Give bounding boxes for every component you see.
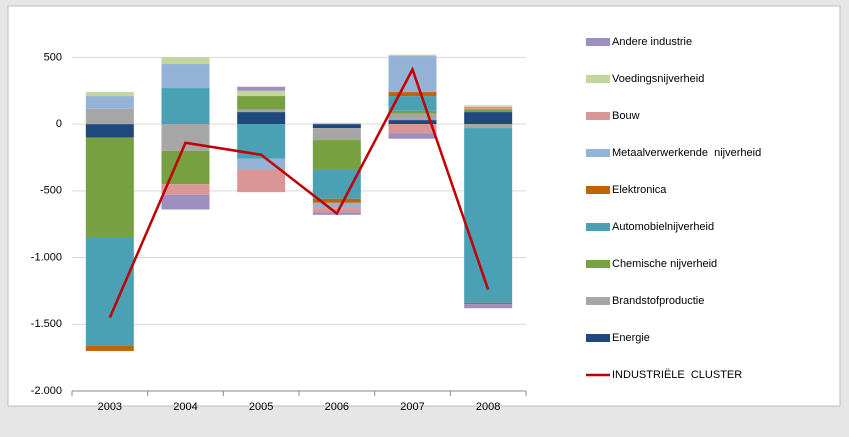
x-tick-label: 2007: [400, 401, 424, 413]
bar: [464, 109, 513, 113]
bar: [85, 345, 134, 351]
bar: [464, 105, 513, 107]
legend-swatch: [586, 38, 610, 46]
y-tick-label: 0: [56, 118, 62, 130]
x-tick-label: 2008: [476, 401, 500, 413]
bar: [237, 169, 286, 193]
x-tick-label: 2005: [249, 401, 273, 413]
bar: [388, 56, 437, 93]
x-tick-label: 2003: [98, 401, 122, 413]
bar: [464, 124, 513, 129]
bar: [237, 96, 286, 110]
legend-label: Metaalverwerkende nijverheid: [612, 147, 761, 159]
legend-label: Energie: [612, 332, 650, 344]
legend-swatch: [586, 297, 610, 305]
bar: [312, 208, 361, 213]
bar: [388, 133, 437, 139]
bar: [464, 128, 513, 303]
bar: [388, 113, 437, 121]
legend-swatch: [586, 186, 610, 194]
legend-label: Voedingsnijverheid: [612, 73, 704, 85]
legend-label: Brandstofproductie: [612, 295, 704, 307]
y-tick-label: -500: [40, 185, 62, 197]
y-tick-label: -2.000: [31, 385, 62, 397]
bar: [161, 124, 210, 151]
bar: [161, 64, 210, 89]
bar: [464, 304, 513, 309]
bar: [312, 140, 361, 170]
bar: [85, 92, 134, 97]
bar: [388, 124, 437, 134]
bar: [312, 198, 361, 203]
bar: [85, 108, 134, 125]
bar: [85, 237, 134, 346]
bar: [237, 109, 286, 113]
legend-label: Andere industrie: [612, 36, 692, 48]
bar: [237, 112, 286, 125]
legend-label: Chemische nijverheid: [612, 258, 717, 270]
bar: [388, 120, 437, 125]
bar: [161, 184, 210, 195]
bar: [85, 124, 134, 138]
bar: [388, 54, 437, 57]
bar: [464, 112, 513, 125]
bar: [464, 302, 513, 305]
bar: [85, 137, 134, 238]
x-tick-label: 2004: [173, 401, 197, 413]
bar: [237, 158, 286, 170]
bar: [312, 122, 361, 125]
legend-label: INDUSTRIËLE CLUSTER: [612, 369, 742, 381]
legend-swatch: [586, 75, 610, 83]
bar: [312, 124, 361, 129]
y-tick-label: 500: [44, 51, 62, 63]
bar: [464, 106, 513, 110]
y-tick-label: -1.000: [31, 251, 62, 263]
bar: [161, 194, 210, 210]
bar: [312, 128, 361, 141]
legend-swatch: [586, 223, 610, 231]
bar: [388, 110, 437, 114]
line: [108, 66, 490, 319]
bar: [388, 92, 437, 97]
bar: [161, 88, 210, 125]
legend-label: Automobielnijverheid: [612, 221, 714, 233]
bar: [237, 86, 286, 91]
bar: [85, 96, 134, 109]
bar: [237, 90, 286, 97]
y-tick-label: -1.500: [31, 318, 62, 330]
bar: [312, 202, 361, 209]
legend-label: Elektronica: [612, 184, 667, 196]
legend-swatch: [586, 260, 610, 268]
x-tick-label: 2006: [325, 401, 349, 413]
legend-label: Bouw: [612, 110, 640, 122]
legend-swatch: [586, 334, 610, 342]
bar: [161, 57, 210, 65]
legend-swatch: [586, 149, 610, 157]
legend-swatch: [586, 112, 610, 120]
